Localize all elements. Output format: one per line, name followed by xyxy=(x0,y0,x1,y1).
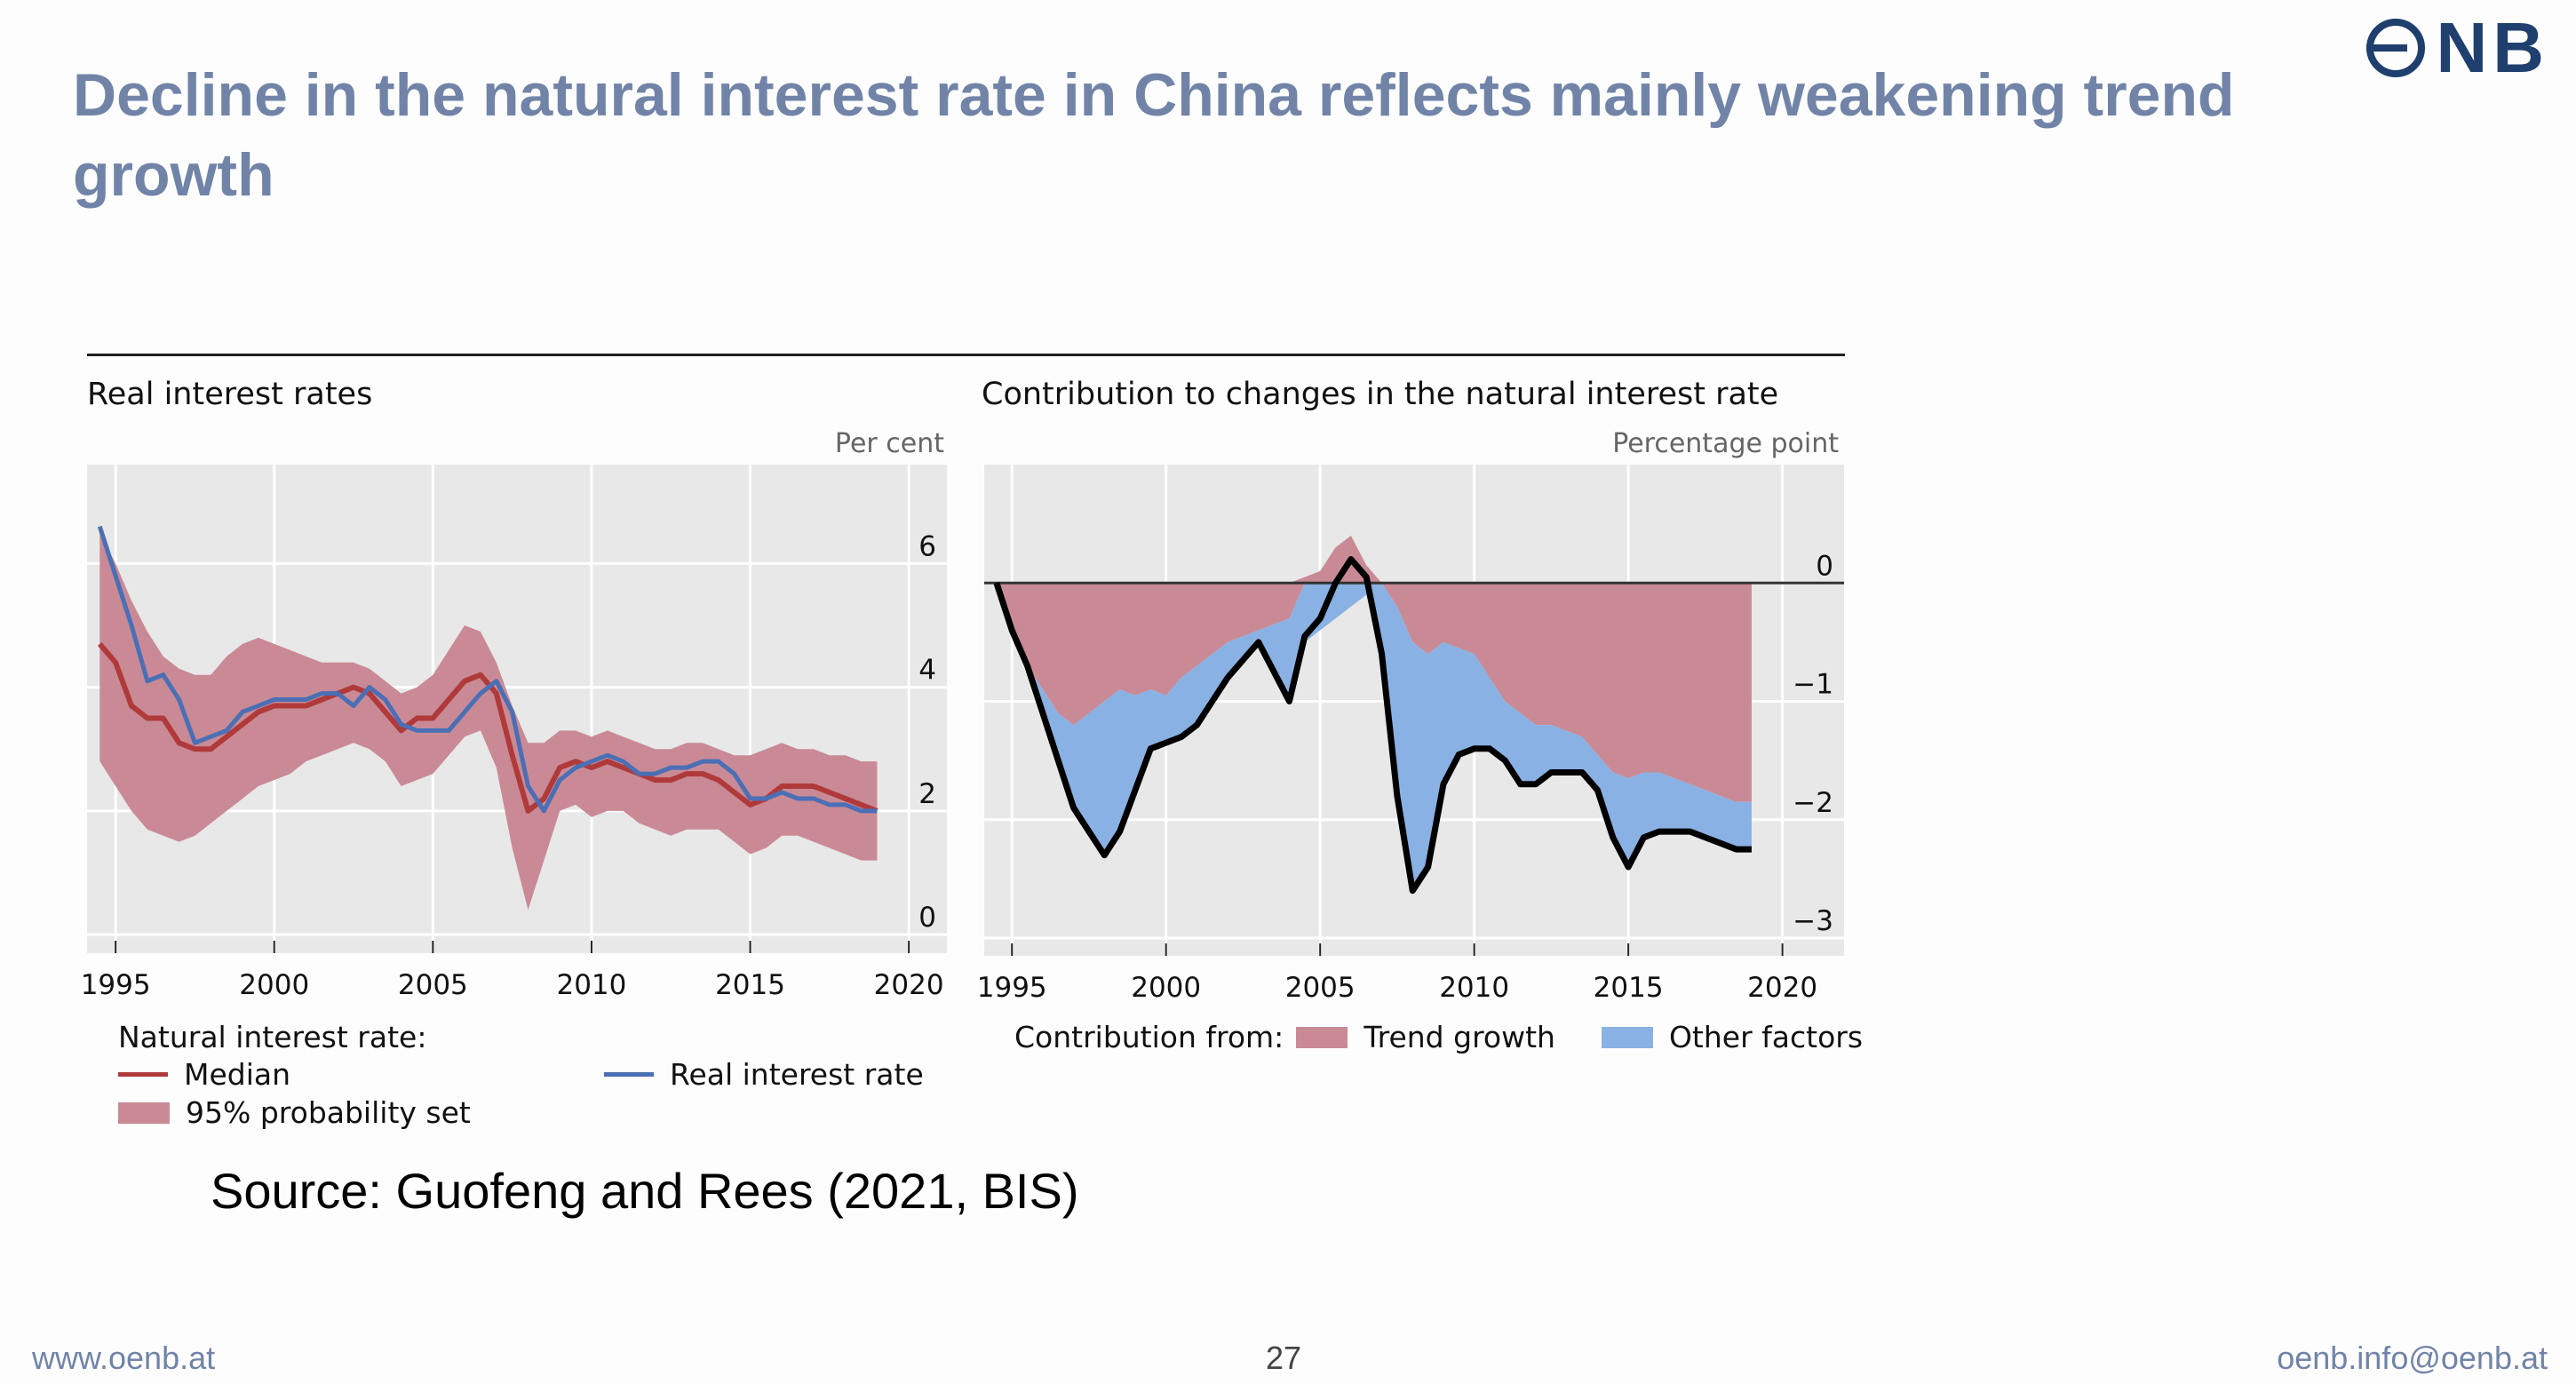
left-chart-title: Real interest rates xyxy=(87,377,373,412)
trend-growth-area-negative xyxy=(996,583,1752,802)
chart-top-rule xyxy=(87,354,1845,356)
median-line xyxy=(98,641,879,814)
real-interest-rate-line xyxy=(97,525,878,814)
left-x-tick-label: 1995 xyxy=(81,969,151,1001)
left-x-tick-label: 2000 xyxy=(239,969,309,1001)
right-chart-title: Contribution to changes in the natural i… xyxy=(982,377,1779,412)
legend-heading-contribution: Contribution from: xyxy=(1014,1020,1284,1054)
left-legend-heading: Natural interest rate: xyxy=(118,1020,426,1054)
natural-rate-change-line xyxy=(993,556,1752,895)
oenb-logo: NB xyxy=(2366,7,2549,89)
right-y-tick-label: −1 xyxy=(1793,669,1833,701)
left-y-tick-label: 4 xyxy=(918,655,936,687)
real-rate-swatch xyxy=(604,1072,654,1077)
right-x-tick-label: 2000 xyxy=(1131,972,1201,1004)
footer-email-link[interactable]: oenb.info@oenb.at xyxy=(2277,1340,2548,1376)
legend-item-real: Real interest rate xyxy=(604,1057,924,1092)
legend-label-band: 95% probability set xyxy=(186,1095,471,1130)
left-chart-unit: Per cent xyxy=(834,428,944,459)
right-legend: Contribution from: Trend growth Other fa… xyxy=(1014,1020,1863,1054)
source-note: Source: Guofeng and Rees (2021, BIS) xyxy=(211,1163,1079,1219)
legend-label-other: Other factors xyxy=(1668,1020,1864,1054)
other-factors-area-negative xyxy=(996,583,1752,891)
left-x-tick-label: 2015 xyxy=(715,969,785,1001)
right-chart-unit: Percentage point xyxy=(1612,428,1839,459)
band-swatch xyxy=(118,1102,170,1124)
legend-item-median: Median xyxy=(118,1057,290,1092)
other-swatch xyxy=(1601,1026,1653,1048)
legend-label-trend: Trend growth xyxy=(1364,1020,1555,1054)
page-title: Decline in the natural interest rate in … xyxy=(73,61,2235,210)
logo-text: NB xyxy=(2436,8,2549,87)
trend-swatch xyxy=(1296,1026,1348,1048)
right-x-tick-label: 1995 xyxy=(977,972,1047,1004)
left-y-tick-label: 2 xyxy=(918,778,936,810)
page-number: 27 xyxy=(1266,1340,1302,1376)
right-x-tick-label: 2020 xyxy=(1747,972,1817,1004)
legend-label-median: Median xyxy=(184,1057,291,1092)
median-swatch xyxy=(118,1072,168,1077)
left-y-tick-label: 0 xyxy=(918,902,936,934)
left-x-tick-label: 2020 xyxy=(874,969,944,1001)
left-x-tick-label: 2005 xyxy=(398,969,468,1001)
euro-symbol-icon xyxy=(2366,19,2426,77)
right-x-tick-label: 2005 xyxy=(1285,972,1356,1004)
right-x-tick-label: 2015 xyxy=(1594,972,1664,1004)
left-y-tick-label: 6 xyxy=(918,530,936,562)
left-x-tick-label: 2010 xyxy=(556,969,626,1001)
probability-band xyxy=(99,532,878,911)
right-x-tick-label: 2010 xyxy=(1439,972,1509,1004)
legend-item-band: 95% probability set xyxy=(118,1095,471,1130)
right-y-tick-label: −2 xyxy=(1793,787,1833,819)
footer-website-link[interactable]: www.oenb.at xyxy=(32,1340,216,1376)
right-y-tick-label: 0 xyxy=(1816,550,1833,582)
legend-label-real: Real interest rate xyxy=(670,1057,924,1092)
right-y-tick-label: −3 xyxy=(1793,905,1833,937)
legend-heading-natural: Natural interest rate: xyxy=(118,1020,427,1054)
